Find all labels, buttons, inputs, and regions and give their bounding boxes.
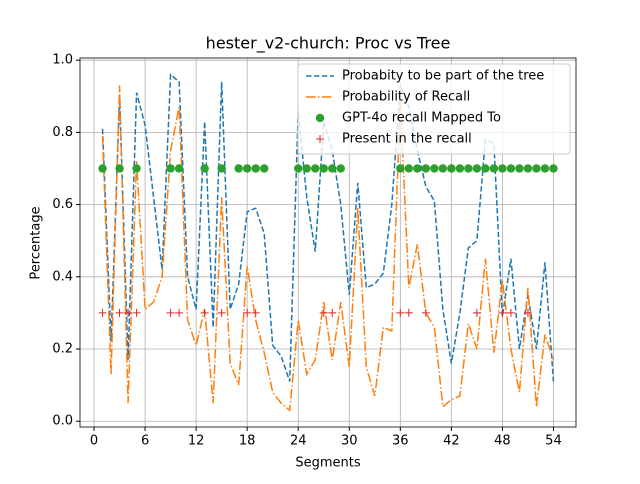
- y-tick-label: 1.0: [52, 53, 73, 68]
- plot-frame: [79, 57, 577, 428]
- point: [472, 308, 481, 317]
- y-tick-label: 0.4: [52, 269, 73, 284]
- point: [200, 308, 209, 317]
- point: [132, 164, 141, 173]
- chart-title: hester_v2-church: Proc vs Tree: [206, 34, 451, 54]
- legend-label: GPT-4o recall Mapped To: [342, 111, 501, 126]
- point: [311, 164, 320, 173]
- point: [251, 308, 260, 317]
- point: [481, 164, 490, 173]
- legend-label: Present in the recall: [342, 132, 472, 147]
- y-axis-label: Percentage: [29, 206, 44, 279]
- legend-label: Probabity to be part of the tree: [342, 69, 544, 84]
- point: [523, 164, 533, 173]
- point: [200, 164, 209, 173]
- point: [438, 164, 448, 173]
- y-tick-label: 0.0: [52, 414, 73, 429]
- point: [455, 164, 465, 173]
- point: [532, 164, 541, 173]
- point: [243, 308, 252, 317]
- point: [319, 308, 328, 317]
- y-tick-label: 0.8: [52, 125, 73, 140]
- point: [336, 164, 345, 173]
- point: [396, 164, 405, 173]
- point: [294, 164, 303, 173]
- point: [421, 308, 430, 317]
- x-tick-label: 48: [494, 434, 511, 449]
- x-tick-label: 36: [392, 434, 409, 449]
- point: [328, 308, 337, 317]
- point: [124, 308, 133, 317]
- point: [234, 164, 243, 173]
- point: [242, 164, 252, 173]
- point: [132, 308, 141, 317]
- x-tick-label: 18: [239, 434, 256, 449]
- point: [506, 308, 515, 317]
- point: [506, 164, 516, 173]
- point: [166, 164, 175, 173]
- legend-swatch: [315, 113, 325, 123]
- x-tick-label: 24: [290, 434, 307, 449]
- point: [523, 308, 532, 317]
- point: [498, 164, 507, 173]
- point: [540, 164, 550, 173]
- point: [115, 164, 124, 173]
- y-tick-label: 0.2: [52, 342, 73, 357]
- point: [319, 164, 328, 173]
- point: [98, 308, 107, 317]
- point: [515, 164, 524, 173]
- legend-label: Probability of Recall: [342, 90, 470, 105]
- point: [430, 164, 439, 173]
- point: [447, 164, 456, 173]
- point: [251, 164, 260, 173]
- point: [328, 164, 337, 173]
- point: [174, 164, 184, 173]
- point: [302, 164, 311, 173]
- point: [464, 164, 473, 173]
- point: [404, 164, 414, 173]
- point: [175, 308, 184, 317]
- point: [115, 308, 124, 317]
- point: [421, 164, 431, 173]
- x-tick-label: 0: [90, 434, 98, 449]
- legend-box: [297, 63, 571, 155]
- x-tick-label: 6: [141, 434, 149, 449]
- x-tick-label: 30: [341, 434, 358, 449]
- x-axis-label: Segments: [295, 456, 361, 471]
- point: [217, 308, 226, 317]
- point: [549, 164, 558, 173]
- point: [498, 308, 507, 317]
- point: [472, 164, 482, 173]
- point: [396, 308, 405, 317]
- point: [166, 308, 175, 317]
- x-tick-label: 54: [545, 434, 562, 449]
- point: [98, 164, 107, 173]
- y-tick-label: 0.6: [52, 197, 73, 212]
- x-tick-label: 42: [443, 434, 460, 449]
- point: [259, 164, 269, 173]
- x-tick-label: 12: [188, 434, 205, 449]
- point: [489, 164, 499, 173]
- line: [101, 85, 555, 412]
- point: [217, 164, 226, 173]
- point: [413, 164, 422, 173]
- point: [404, 308, 413, 317]
- legend-swatch: [316, 135, 324, 143]
